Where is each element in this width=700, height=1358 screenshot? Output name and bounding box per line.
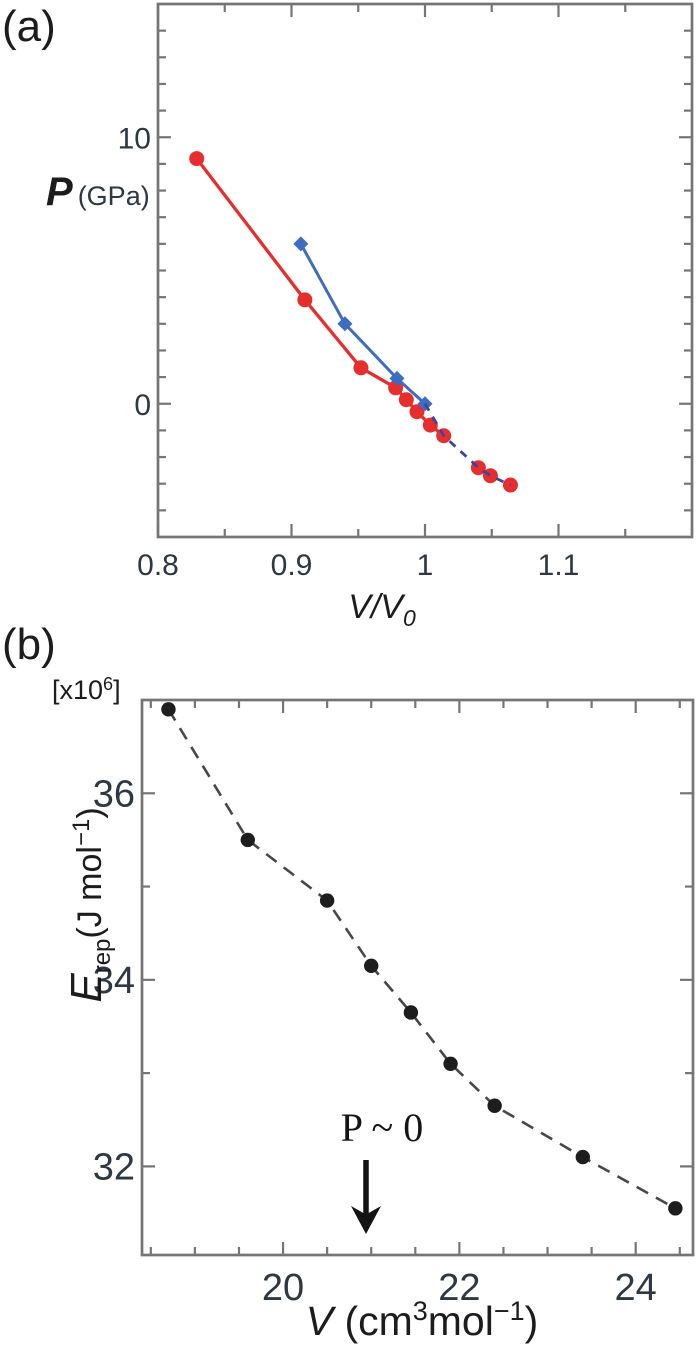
svg-text:0.9: 0.9	[271, 549, 313, 582]
panel-a-y-axis-title: P (GPa)	[46, 170, 150, 215]
volume-unit-pre: (cm	[333, 1298, 413, 1344]
v0-subscript: 0	[403, 605, 416, 631]
svg-text:0.8: 0.8	[137, 549, 179, 582]
scale-pre: [x10	[52, 675, 104, 705]
volume-symbol: V	[305, 1298, 334, 1344]
svg-text:24: 24	[615, 1267, 657, 1309]
v-over-v0-main: V/V	[348, 588, 403, 626]
svg-text:0: 0	[134, 389, 151, 422]
p-zero-down-arrow-icon	[351, 1160, 381, 1234]
svg-text:34: 34	[93, 960, 135, 1002]
pressure-unit: (GPa)	[77, 181, 150, 211]
scale-exponent: 6	[103, 674, 114, 694]
volume-unit-exp2: −1	[493, 1296, 525, 1326]
energy-unit-post: )	[71, 807, 109, 819]
rep-subscript: rep	[89, 938, 116, 974]
panel-b-label: (b)	[2, 620, 56, 669]
svg-text:1: 1	[417, 549, 434, 582]
panel-a-x-axis-title: V/V0	[312, 588, 452, 632]
volume-unit-mid: mol	[427, 1298, 494, 1344]
svg-text:20: 20	[262, 1267, 304, 1309]
volume-unit-exp1: 3	[412, 1296, 428, 1326]
pressure-symbol: P	[46, 170, 73, 214]
panel-b-chart: 20 22 24 36 34 32	[93, 698, 695, 1309]
scale-post: ]	[113, 675, 121, 705]
panel-b-scale-label: [x106]	[52, 674, 121, 706]
energy-unit-exp: −1	[68, 818, 95, 847]
panel-a-label: (a)	[2, 2, 56, 51]
svg-text:10: 10	[118, 122, 151, 155]
panel-b-x-axis-title: V (cm3mol−1)	[277, 1296, 567, 1345]
svg-text:1.1: 1.1	[538, 549, 580, 582]
volume-unit-post: )	[524, 1298, 539, 1344]
svg-text:32: 32	[93, 1146, 135, 1188]
panel-b-y-axis-title: Erep(J mol−1)	[58, 755, 116, 1055]
panel-a-chart: 0.8 0.9 1 1.1 10 0	[118, 2, 694, 582]
svg-text:22: 22	[438, 1267, 480, 1309]
energy-unit-pre: (J mol	[71, 846, 109, 939]
svg-text:36: 36	[93, 773, 135, 815]
p-zero-annotation: P ~ 0	[340, 1105, 424, 1150]
energy-symbol: E	[62, 973, 111, 1003]
